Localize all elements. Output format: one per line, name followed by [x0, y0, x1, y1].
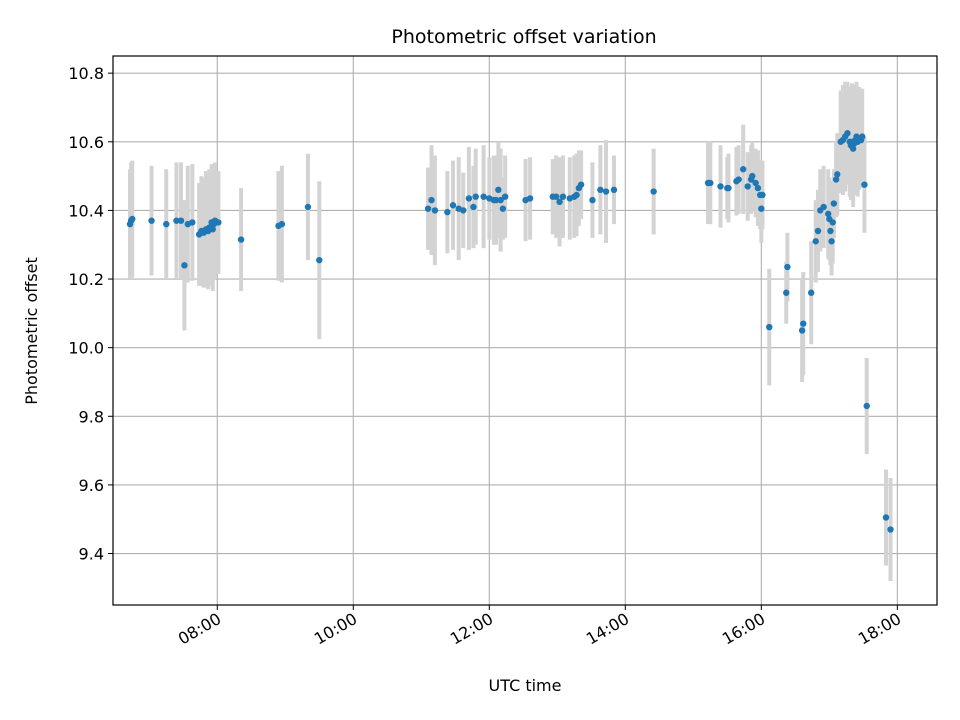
data-point [830, 200, 838, 207]
data-point [863, 402, 870, 410]
x-axis-label: UTC time [489, 676, 562, 695]
data-point [844, 130, 851, 137]
data-point [189, 219, 196, 226]
plot-area-frame [112, 55, 938, 606]
data-point [735, 176, 742, 183]
data-point [495, 186, 502, 194]
data-point [602, 188, 610, 195]
data-point [858, 133, 866, 140]
data-point [177, 217, 185, 224]
data-point [800, 320, 807, 327]
y-tick-label: 9.4 [79, 545, 104, 564]
data-point [499, 205, 507, 212]
data-point [173, 217, 180, 224]
y-tick-label: 10.0 [68, 339, 104, 358]
data-point [577, 181, 585, 188]
data-point [820, 203, 827, 211]
data-point [480, 193, 487, 200]
data-point [556, 198, 563, 206]
data-point [501, 193, 509, 200]
data-point [215, 219, 222, 226]
y-tick-label: 10.8 [68, 64, 104, 83]
data-point [589, 196, 596, 204]
data-point [470, 203, 477, 211]
data-point [834, 171, 841, 178]
data-point [832, 176, 840, 183]
data-point [316, 256, 323, 264]
data-point [472, 193, 479, 200]
grid-lines [113, 56, 937, 605]
data-point [807, 289, 815, 296]
y-tick-label: 10.4 [68, 201, 104, 220]
y-tick-label: 9.6 [79, 476, 104, 495]
data-point [766, 323, 773, 331]
data-point [552, 193, 560, 200]
y-tick-label: 10.6 [68, 133, 104, 152]
data-point [573, 191, 580, 199]
data-point [798, 327, 806, 334]
data-point [744, 183, 751, 190]
data-point [758, 205, 765, 212]
data-point [887, 526, 894, 533]
data-point [181, 262, 188, 269]
data-point [882, 514, 890, 521]
data-point [237, 236, 245, 243]
data-point [739, 166, 747, 173]
data-point [814, 227, 822, 235]
data-point [849, 145, 857, 152]
data-point [497, 196, 504, 204]
data-point [784, 263, 791, 271]
data-point [304, 203, 312, 211]
data-point [431, 207, 439, 214]
y-axis-ticks: 9.4 9.6 9.8 10.0 10.2 10.4 10.6 10.8 [68, 64, 113, 564]
data-point [749, 172, 756, 180]
data-point [812, 238, 819, 245]
data-point [783, 289, 790, 296]
data-point [465, 195, 473, 202]
data-point [707, 179, 714, 187]
data-point [460, 207, 467, 214]
data-point [444, 208, 451, 216]
data-point [449, 202, 457, 209]
data-point [492, 196, 500, 204]
data-point [129, 215, 136, 223]
y-tick-label: 9.8 [79, 407, 104, 426]
data-point [759, 191, 766, 199]
data-points [126, 130, 894, 533]
data-point [829, 219, 836, 226]
data-point [597, 186, 604, 194]
data-point [278, 220, 286, 228]
data-point [163, 220, 170, 228]
y-axis-label: Photometric offset [22, 257, 41, 405]
chart-title: Photometric offset variation [391, 26, 656, 48]
data-point [824, 210, 832, 218]
data-point [754, 184, 762, 192]
data-point [725, 184, 732, 192]
data-point [861, 181, 868, 188]
data-point [717, 183, 724, 190]
data-point [650, 188, 657, 195]
data-point [610, 186, 618, 194]
data-point [424, 205, 432, 212]
data-point [752, 179, 759, 187]
data-point [148, 217, 155, 224]
data-point [559, 193, 567, 200]
data-point [526, 195, 534, 202]
y-tick-label: 10.2 [68, 270, 104, 289]
data-point [428, 196, 435, 204]
data-point [209, 226, 216, 233]
data-point [828, 238, 835, 245]
data-point [827, 227, 834, 235]
